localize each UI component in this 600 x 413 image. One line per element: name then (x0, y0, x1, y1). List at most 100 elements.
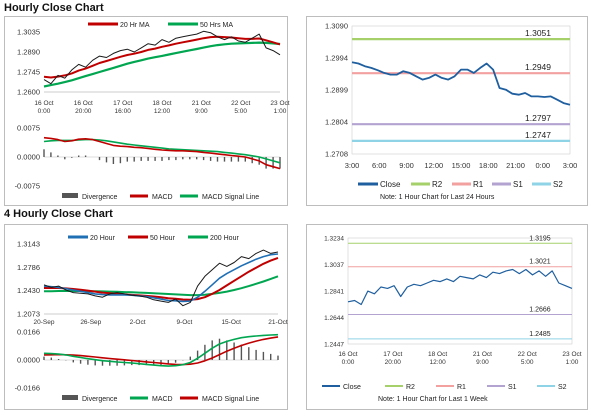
four-hourly-macd-plot (43, 333, 279, 367)
series-50hour (43, 256, 279, 301)
series-macd (43, 136, 281, 170)
hourly-price-x-tick: 18 Oct 12:00 (152, 100, 171, 115)
level-label-s1: 1.2666 (529, 307, 551, 314)
series-close (43, 249, 279, 307)
legend-label-divergence-4h: Divergence (82, 396, 118, 403)
hourly-price-y-tick: 1.2890 (17, 48, 40, 57)
legend-label-signal: MACD Signal Line (202, 194, 259, 201)
four-hourly-price-x-tick: 2-Oct (130, 319, 146, 326)
series-close (351, 61, 571, 106)
legend-swatch-divergence (62, 193, 78, 198)
four-hourly-price-x-tick: 20-Sep (34, 319, 55, 326)
four-hourly-levels-x-axis: 16 Oct 0:00 17 Oct 20:00 18 Oct 12:00 21 Oct 9:… (338, 351, 581, 366)
four-hourly-section-title: 4 Hourly Close Chart (4, 208, 113, 220)
legend-label-r1: R1 (473, 180, 484, 189)
legend-label-macd-4h: MACD (152, 396, 173, 403)
four-hourly-levels-x-tick: 23 Oct 1:00 (562, 351, 581, 366)
four-hourly-price-y-tick: 1.2786 (17, 263, 40, 272)
hourly-levels-x-axis: 3:00 6:00 9:00 12:00 15:00 18:00 21:00 0:00 3:00 (345, 161, 578, 170)
four-hourly-price-x-tick: 26-Sep (80, 319, 101, 326)
four-hourly-right-panel (306, 224, 588, 410)
level-label-r2: 1.3195 (529, 235, 551, 242)
four-hourly-price-y-tick: 1.3143 (17, 240, 40, 249)
legend-label-close: Close (380, 180, 401, 189)
legend-label-s1-4h: S1 (508, 384, 517, 391)
hourly-macd-plot (43, 136, 281, 170)
four-hourly-levels-y-tick: 1.2447 (324, 342, 344, 349)
four-hourly-levels-y-tick: 1.2841 (324, 288, 344, 295)
legend-label-50hr-ma: 50 Hrs MA (200, 22, 233, 29)
series-200hour (43, 275, 279, 297)
four-hourly-levels-x-tick: 17 Oct 20:00 (383, 351, 402, 366)
four-hourly-price-y-tick: 1.2073 (17, 310, 40, 319)
four-hourly-levels-note: Note: 1 Hour Chart for Last 1 Week (378, 396, 488, 403)
four-hourly-price-x-axis: 20-Sep 26-Sep 2-Oct 9-Oct 15-Oct 21-Oct (34, 319, 288, 326)
legend-label-s2-4h: S2 (558, 384, 567, 391)
four-hourly-macd-y-tick: 0.0000 (17, 356, 40, 365)
series-20hr-ma (43, 35, 281, 79)
hourly-levels-legend: Close R2 R1 S1 S2 Note: 1 Hour Chart for… (358, 180, 563, 201)
four-hourly-levels-x-tick: 18 Oct 12:00 (428, 351, 447, 366)
hourly-levels-plot: 1.3051 1.2949 1.2797 1.2747 (351, 25, 571, 155)
hourly-levels-x-tick: 21:00 (506, 161, 525, 170)
hourly-levels-x-tick: 12:00 (424, 161, 443, 170)
hourly-levels-y-tick: 1.2804 (325, 117, 348, 126)
hourly-levels-y-tick: 1.2708 (325, 150, 348, 159)
level-label-s1: 1.2797 (525, 113, 551, 123)
series-close (43, 30, 281, 85)
hourly-price-legend: 20 Hr MA 50 Hrs MA (88, 22, 233, 29)
four-hourly-macd-y-tick: 0.0166 (17, 328, 40, 337)
four-hourly-levels-legend: Close R2 R1 S1 S2 Note: 1 Hour Chart for… (322, 384, 567, 403)
hourly-price-x-tick: 21 Oct 9:00 (192, 100, 211, 115)
hourly-price-plot (43, 30, 281, 93)
level-label-r1: 1.3021 (529, 259, 551, 266)
legend-label-r2-4h: R2 (406, 384, 415, 391)
four-hourly-levels-x-tick: 21 Oct 9:00 (473, 351, 492, 366)
hourly-price-x-tick: 23 Oct 1:00 (270, 100, 289, 115)
four-hourly-left-panel (4, 224, 288, 410)
hourly-price-y-tick: 1.3035 (17, 28, 40, 37)
four-hourly-levels-x-tick: 22 Oct 5:00 (518, 351, 537, 366)
hourly-levels-x-tick: 15:00 (452, 161, 471, 170)
legend-label-20hr-ma: 20 Hr MA (120, 22, 150, 29)
hourly-levels-note: Note: 1 Hour Chart for Last 24 Hours (380, 194, 495, 201)
four-hourly-price-x-tick: 15-Oct (221, 319, 241, 326)
four-hourly-macd-y-axis: 0.0166 0.0000 -0.0166 (15, 328, 40, 393)
hourly-macd-y-tick: -0.0075 (15, 182, 40, 191)
four-hourly-levels-x-tick: 16 Oct 0:00 (338, 351, 357, 366)
hourly-levels-y-tick: 1.2994 (325, 54, 348, 63)
level-label-s2: 1.2485 (529, 331, 551, 338)
four-hourly-price-x-tick: 21-Oct (268, 319, 288, 326)
four-hourly-macd-legend: Divergence MACD MACD Signal Line (62, 395, 259, 403)
hourly-levels-x-tick: 18:00 (479, 161, 498, 170)
hourly-levels-x-tick: 9:00 (399, 161, 414, 170)
hourly-levels-x-tick: 0:00 (535, 161, 550, 170)
hourly-price-x-tick: 22 Oct 5:00 (231, 100, 250, 115)
hourly-levels-y-tick: 1.3090 (325, 22, 348, 31)
legend-label-r2: R2 (432, 180, 443, 189)
hourly-price-y-axis: 1.3035 1.2890 1.2745 1.2600 (17, 28, 40, 97)
four-hourly-price-y-axis: 1.3143 1.2786 1.2430 1.2073 (17, 240, 40, 319)
hourly-price-y-tick: 1.2600 (17, 88, 40, 97)
hourly-levels-y-axis: 1.3090 1.2994 1.2899 1.2804 1.2708 (325, 22, 348, 159)
four-hourly-price-plot (43, 249, 279, 315)
series-close (347, 268, 573, 306)
legend-label-macd: MACD (152, 194, 173, 201)
legend-label-close-4h: Close (343, 384, 361, 391)
four-hourly-levels-y-tick: 1.2644 (324, 315, 344, 322)
four-hourly-price-y-tick: 1.2430 (17, 286, 40, 295)
series-50hr-ma (43, 41, 281, 88)
legend-label-s2: S2 (553, 180, 563, 189)
four-hourly-price-legend: 20 Hour 50 Hour 200 Hour (68, 235, 239, 242)
hourly-price-x-axis: 16 Oct 0:00 16 Oct 20:00 17 Oct 16:00 18 Oct 12… (34, 100, 289, 115)
legend-label-20hour: 20 Hour (90, 235, 116, 242)
hourly-price-x-tick: 17 Oct 16:00 (113, 100, 132, 115)
hourly-levels-x-tick: 3:00 (563, 161, 578, 170)
hourly-levels-x-tick: 6:00 (372, 161, 387, 170)
hourly-macd-y-tick: 0.0075 (17, 124, 40, 133)
hourly-section-title: Hourly Close Chart (4, 2, 104, 14)
level-label-r2: 1.3051 (525, 28, 551, 38)
hourly-levels-x-tick: 3:00 (345, 161, 360, 170)
series-20hour (43, 253, 279, 303)
